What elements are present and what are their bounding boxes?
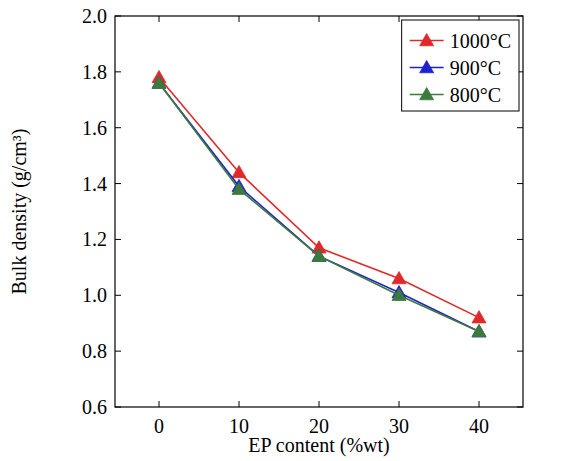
x-tick: [239, 16, 240, 22]
x-axis-title: EP content (%wt): [248, 434, 389, 457]
data-point: [392, 272, 406, 284]
series-line: [159, 83, 479, 332]
x-tick-label: 10: [229, 415, 249, 437]
data-point: [312, 249, 326, 261]
y-tick-label: 0.6: [82, 396, 107, 418]
legend-label: 1000°C: [450, 30, 511, 52]
y-tick-label: 0.8: [82, 340, 107, 362]
x-tick: [399, 401, 400, 407]
legend-marker: [420, 34, 434, 46]
legend-label: 900°C: [450, 57, 501, 79]
y-tick: [517, 16, 523, 17]
y-tick-label: 2.0: [82, 5, 107, 27]
y-tick: [115, 351, 121, 352]
legend-box: [402, 20, 519, 111]
y-tick-label: 1.6: [82, 117, 107, 139]
data-point: [232, 165, 246, 177]
y-tick: [115, 183, 121, 184]
y-tick: [115, 71, 121, 72]
x-tick: [239, 401, 240, 407]
x-tick-label: 0: [154, 415, 164, 437]
y-tick: [115, 407, 121, 408]
x-tick: [319, 401, 320, 407]
data-point: [312, 249, 326, 261]
y-tick: [115, 239, 121, 240]
y-axis-title: Bulk density (g/cm³): [8, 129, 31, 295]
data-point: [392, 288, 406, 300]
plot-frame: [115, 16, 523, 407]
data-point: [472, 311, 486, 323]
series-line: [159, 77, 479, 317]
data-point: [472, 325, 486, 337]
y-tick-label: 1.4: [82, 173, 107, 195]
x-tick: [319, 16, 320, 22]
legend-label: 800°C: [450, 84, 501, 106]
y-tick: [517, 127, 523, 128]
series-line: [159, 83, 479, 332]
y-tick-label: 1.8: [82, 61, 107, 83]
data-point: [472, 325, 486, 337]
legend-marker: [420, 61, 434, 73]
x-tick: [479, 401, 480, 407]
y-tick-label: 1.0: [82, 284, 107, 306]
chart: 0.60.81.01.21.41.61.82.0010203040EP cont…: [0, 0, 568, 461]
x-tick: [159, 16, 160, 22]
y-tick-label: 1.2: [82, 228, 107, 250]
y-tick: [517, 351, 523, 352]
x-tick-label: 40: [469, 415, 489, 437]
legend-marker: [420, 88, 434, 100]
y-tick: [115, 127, 121, 128]
x-tick: [159, 401, 160, 407]
y-tick: [517, 239, 523, 240]
data-point: [152, 76, 166, 88]
x-tick: [399, 16, 400, 22]
y-tick: [517, 407, 523, 408]
y-tick: [517, 183, 523, 184]
legend: 1000°C 900°C 800°C: [402, 20, 519, 111]
y-tick: [115, 16, 121, 17]
x-tick-label: 30: [389, 415, 409, 437]
data-point: [152, 76, 166, 88]
y-tick: [115, 295, 121, 296]
data-point: [232, 182, 246, 194]
y-tick: [517, 295, 523, 296]
